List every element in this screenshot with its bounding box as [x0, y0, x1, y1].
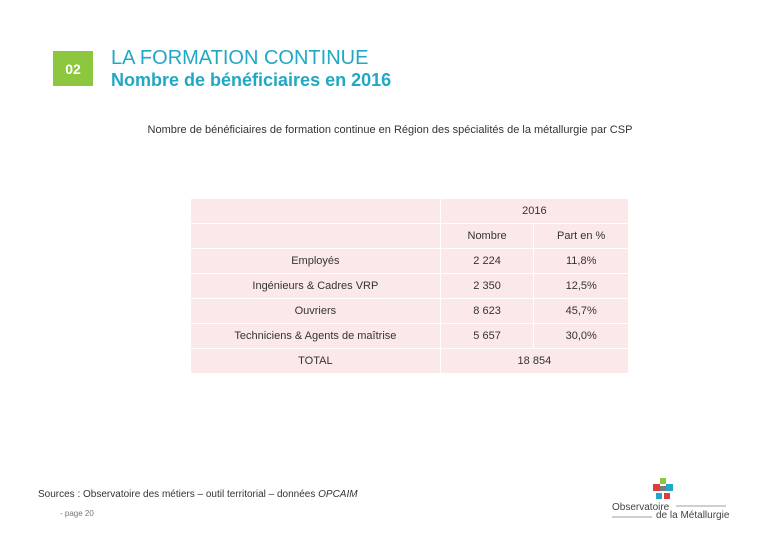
table-row: Ouvriers 8 623 45,7% [190, 298, 629, 324]
sources-provider: OPCAIM [318, 489, 358, 500]
row-number: 2 350 [439, 273, 535, 299]
total-label: TOTAL [190, 348, 441, 374]
row-share: 12,5% [533, 273, 629, 299]
row-label: Ouvriers [190, 298, 441, 324]
table-total-row: TOTAL 18 854 [190, 348, 630, 374]
row-share: 30,0% [533, 323, 629, 349]
table-row: Techniciens & Agents de maîtrise 5 657 3… [190, 323, 629, 349]
column-header-number: Nombre [439, 223, 535, 249]
logo-fine-print [612, 516, 652, 518]
table-year-row: 2016 [190, 198, 630, 224]
row-number: 2 224 [439, 248, 535, 274]
section-badge: 02 [53, 51, 93, 86]
logo-text-line2: de la Métallurgie [656, 510, 730, 521]
table-column-header-row: Nombre Part en % [190, 223, 629, 249]
logo-text-line1: Observatoire [612, 502, 670, 513]
row-label: Employés [190, 248, 441, 274]
table-row: Employés 2 224 11,8% [190, 248, 629, 274]
observatoire-logo-icon [653, 478, 673, 499]
total-value: 18 854 [439, 348, 630, 374]
row-label: Techniciens & Agents de maîtrise [190, 323, 441, 349]
page-subtitle: Nombre de bénéficiaires en 2016 [111, 70, 392, 90]
table-row: Ingénieurs & Cadres VRP 2 350 12,5% [190, 273, 629, 299]
beneficiaries-table: 2016 Nombre Part en % Employés 2 224 11,… [190, 198, 630, 374]
row-label: Ingénieurs & Cadres VRP [190, 273, 441, 299]
sources-note: Sources : Observatoire des métiers – out… [38, 489, 358, 500]
table-caption: Nombre de bénéficiaires de formation con… [147, 124, 633, 136]
row-number: 5 657 [439, 323, 535, 349]
empty-header-cell [190, 223, 441, 249]
sources-text: Sources : Observatoire des métiers – out… [38, 489, 319, 500]
observatoire-logo: Observatoire de la Métallurgie [612, 478, 730, 522]
empty-header-cell [190, 198, 441, 224]
page-number: - page 20 [60, 509, 94, 518]
row-share: 45,7% [533, 298, 629, 324]
row-share: 11,8% [533, 248, 629, 274]
row-number: 8 623 [439, 298, 535, 324]
page-title: LA FORMATION CONTINUE [111, 47, 369, 69]
year-header: 2016 [439, 198, 630, 224]
logo-fine-print [676, 505, 726, 507]
column-header-share: Part en % [533, 223, 629, 249]
